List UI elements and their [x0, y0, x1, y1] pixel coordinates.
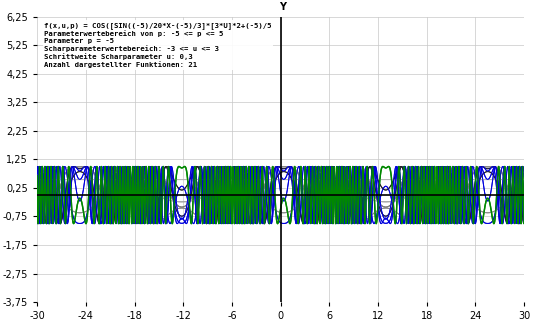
Text: f(x,u,p) = COS([SIN((-5)/20*X-(-5)/3]*[3*U]*2+(-5)/5
Parameterwertebereich von p: f(x,u,p) = COS([SIN((-5)/20*X-(-5)/3]*[3… — [44, 22, 272, 68]
Text: Y: Y — [280, 2, 287, 12]
